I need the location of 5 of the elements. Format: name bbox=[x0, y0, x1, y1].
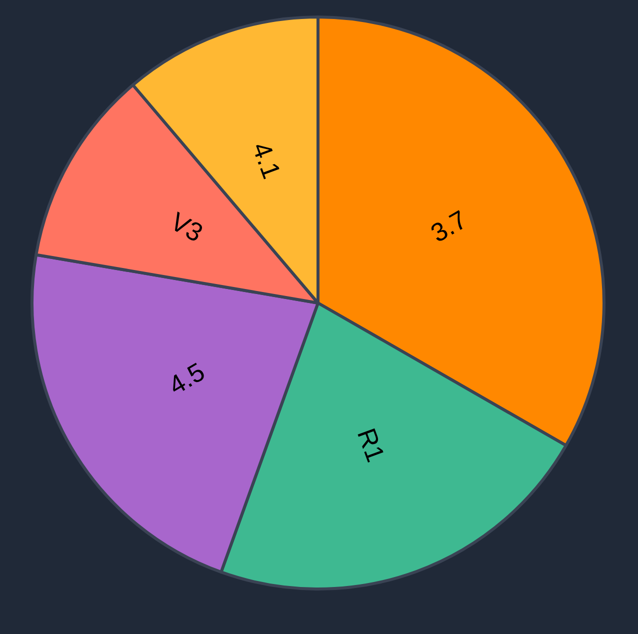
slice-label: 4.1 bbox=[246, 138, 288, 182]
slice-label: V3 bbox=[166, 206, 208, 248]
slice-label: 3.7 bbox=[426, 204, 472, 248]
slice-label: R1 bbox=[351, 424, 391, 466]
slice-label: 4.5 bbox=[163, 356, 210, 401]
